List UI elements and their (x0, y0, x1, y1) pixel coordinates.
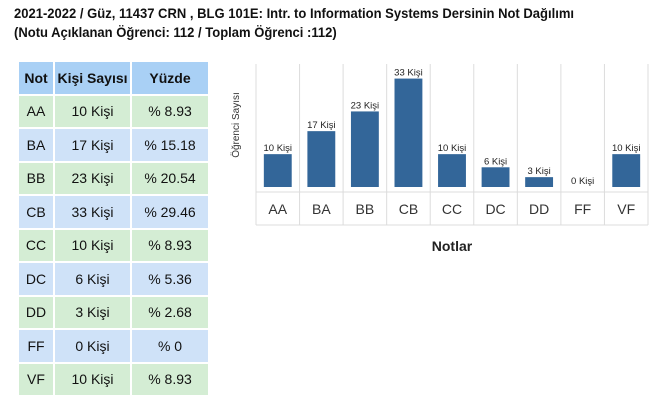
bar-data-label: 3 Kişi (527, 166, 550, 177)
cell-percent: % 8.93 (132, 363, 208, 395)
table-row: AA 10 Kişi% 8.93 (19, 95, 208, 127)
x-axis-label: Notlar (432, 238, 473, 254)
title-line-2: (Notu Açıklanan Öğrenci: 112 / Toplam Öğ… (14, 24, 337, 40)
x-tick-label: BB (356, 201, 375, 217)
cell-grade: FF (19, 330, 53, 362)
cell-percent: % 5.36 (132, 263, 208, 295)
grade-table: Not Kişi Sayısı Yüzde AA 10 Kişi% 8.93 BA 1… (17, 60, 210, 397)
chart-title: 2021-2022 / Güz, 11437 CRN , BLG 101E: I… (14, 4, 574, 42)
cell-percent: % 8.93 (132, 95, 208, 127)
cell-grade: VF (19, 363, 53, 395)
cell-percent: % 29.46 (132, 196, 208, 228)
table-row: VF 10 Kişi% 8.93 (19, 363, 208, 395)
x-tick-label: CB (399, 201, 418, 217)
cell-count: 23 Kişi (55, 162, 130, 194)
bar-data-label: 10 Kişi (612, 143, 641, 154)
table-row: CC 10 Kişi% 8.93 (19, 229, 208, 261)
table-row: FF 0 Kişi% 0 (19, 330, 208, 362)
cell-count: 10 Kişi (55, 363, 130, 395)
bar-data-label: 10 Kişi (438, 143, 467, 154)
cell-grade: BA (19, 129, 53, 161)
table-row: BB 23 Kişi% 20.54 (19, 162, 208, 194)
bar-data-label: 10 Kişi (264, 143, 293, 154)
bar-data-label: 6 Kişi (484, 156, 507, 167)
x-tick-label: DD (529, 201, 549, 217)
bar (612, 154, 641, 187)
cell-count: 10 Kişi (55, 229, 130, 261)
cell-grade: AA (19, 95, 53, 127)
cell-grade: CB (19, 196, 53, 228)
bar (394, 78, 423, 187)
cell-percent: % 20.54 (132, 162, 208, 194)
cell-count: 3 Kişi (55, 296, 130, 328)
cell-grade: BB (19, 162, 53, 194)
cell-count: 33 Kişi (55, 196, 130, 228)
x-tick-label: BA (312, 201, 331, 217)
cell-percent: % 0 (132, 330, 208, 362)
table-row: DD 3 Kişi% 2.68 (19, 296, 208, 328)
x-tick-label: DC (485, 201, 505, 217)
table-row: BA 17 Kişi% 15.18 (19, 129, 208, 161)
bar-data-label: 33 Kişi (394, 68, 423, 79)
bar (263, 154, 292, 187)
x-tick-label: AA (268, 201, 287, 217)
cell-percent: % 2.68 (132, 296, 208, 328)
bar (481, 167, 510, 187)
table-row: CB 33 Kişi% 29.46 (19, 196, 208, 228)
table-row: DC 6 Kişi% 5.36 (19, 263, 208, 295)
cell-count: 17 Kişi (55, 129, 130, 161)
table-header-row: Not Kişi Sayısı Yüzde (19, 62, 208, 94)
bar (438, 154, 466, 187)
bar (350, 111, 379, 187)
bar-data-label: 17 Kişi (307, 120, 336, 131)
cell-count: 0 Kişi (55, 330, 130, 362)
header-grade: Not (19, 62, 53, 94)
grade-bar-chart: 10 Kişi AA 17 Kişi BA 23 Kişi BB 33 Kişi CB 10 K… (230, 64, 649, 254)
cell-percent: % 15.18 (132, 129, 208, 161)
bar-data-label: 23 Kişi (351, 100, 380, 111)
cell-grade: CC (19, 229, 53, 261)
bar (307, 131, 336, 187)
title-line-1: 2021-2022 / Güz, 11437 CRN , BLG 101E: I… (14, 5, 575, 21)
x-tick-label: VF (617, 201, 635, 217)
x-tick-label: CC (442, 201, 462, 217)
cell-grade: DC (19, 263, 53, 295)
x-tick-label: FF (574, 201, 591, 217)
cell-count: 6 Kişi (55, 263, 130, 295)
bar (525, 177, 554, 187)
cell-grade: DD (19, 296, 53, 328)
cell-count: 10 Kişi (55, 95, 130, 127)
y-axis-label: Öğrenci Sayısı (230, 92, 242, 158)
bar-data-label: 0 Kişi (571, 176, 594, 187)
header-count: Kişi Sayısı (55, 62, 130, 94)
header-percent: Yüzde (132, 62, 208, 94)
cell-percent: % 8.93 (132, 229, 208, 261)
